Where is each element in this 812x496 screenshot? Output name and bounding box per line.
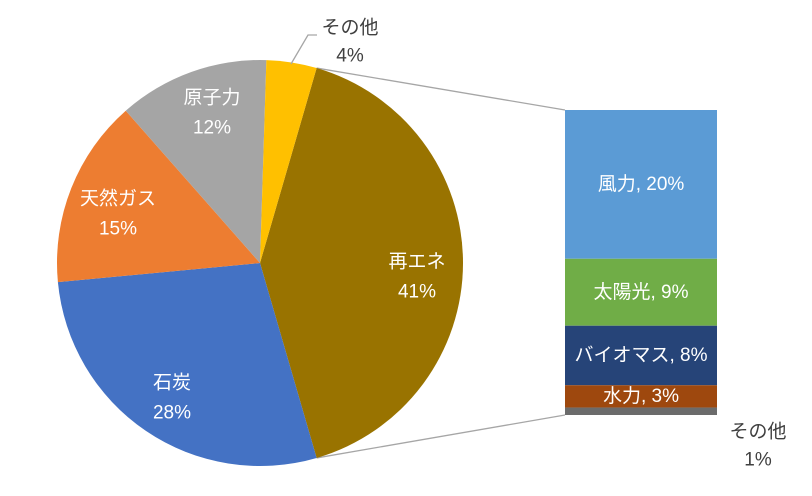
bar-segment[interactable] [565, 325, 717, 386]
pie-slice-label-name: 天然ガス [80, 188, 156, 210]
bar-segment[interactable] [565, 385, 717, 408]
leader-line [290, 34, 317, 65]
pie-slice[interactable] [260, 60, 317, 263]
pie-outside-label-name: その他 [321, 17, 378, 39]
pie-slice-label-name: 再エネ [388, 252, 445, 273]
pie-slice[interactable] [260, 68, 464, 458]
bar-segment[interactable] [565, 407, 717, 415]
pie-slice-label-percent: 28% [153, 403, 191, 424]
pie-slice[interactable] [56, 110, 260, 283]
bar-segment[interactable] [565, 110, 717, 259]
bar-outside-label-percent: 1% [744, 450, 772, 471]
pie-slice[interactable] [125, 59, 267, 264]
pie-slice[interactable] [57, 263, 317, 467]
bar-segment-label: 太陽光, 9% [593, 281, 688, 303]
pie-slice-label-percent: 41% [398, 282, 436, 303]
bar-segment-label: バイオマス, 8% [574, 345, 707, 366]
bar-segment-label: 風力, 20% [598, 173, 685, 195]
bar-segment[interactable] [565, 258, 717, 326]
bar-segment-label: 水力, 3% [603, 385, 679, 407]
connector-line-top [316, 67, 566, 111]
bar-outside-label-name: その他 [729, 421, 786, 443]
pie-slice-label-percent: 12% [193, 118, 231, 139]
pie-slice-label-name: 原子力 [183, 87, 240, 109]
pie-slice-label-name: 石炭 [153, 372, 191, 394]
pie-outside-label-percent: 4% [336, 46, 364, 67]
connector-line-bottom [316, 414, 566, 459]
pie-slice-label-percent: 15% [99, 219, 137, 240]
